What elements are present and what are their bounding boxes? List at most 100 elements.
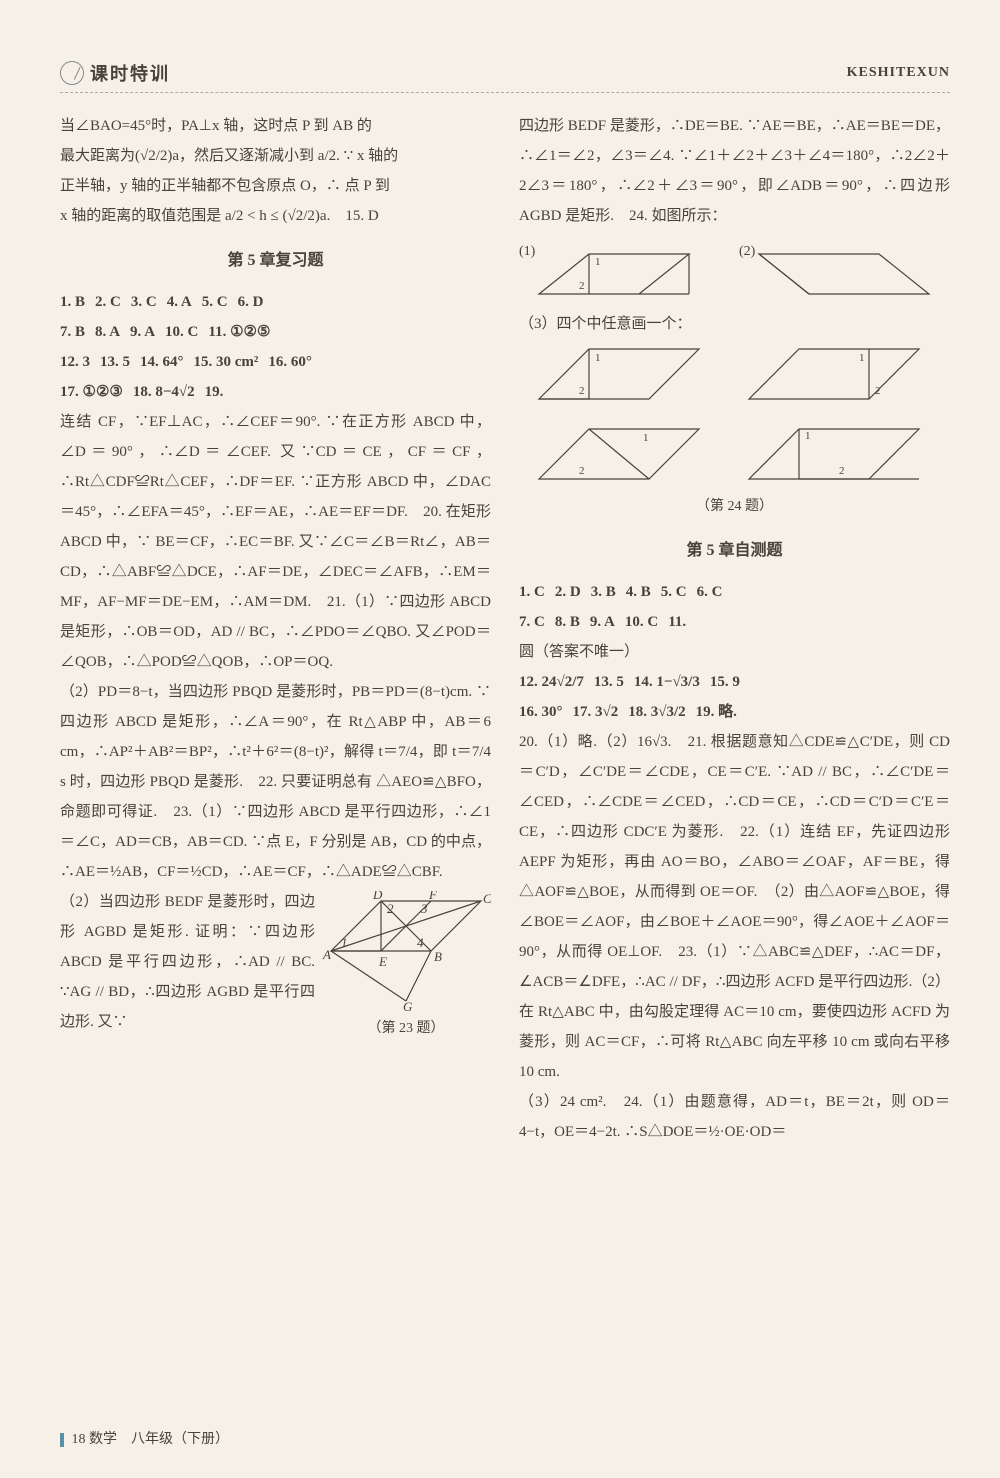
answer: 13. 5 [594, 667, 624, 697]
label: 1 [595, 256, 601, 268]
right-column: 四边形 BEDF 是菱形，∴DE＝BE. ∵AE＝BE，∴AE＝BE＝DE，∴∠… [519, 111, 950, 1147]
answer-row: 1. B 2. C 3. C 4. A 5. C 6. D [60, 287, 491, 317]
section-title: 第 5 章自测题 [519, 535, 950, 567]
answer: 19. 略. [696, 697, 737, 727]
answer: 15. 30 cm² [194, 347, 259, 377]
answer: 16. 30° [519, 697, 563, 727]
answer: 11. ①②⑤ [208, 317, 270, 347]
book-info: 数学 八年级（下册） [89, 1432, 229, 1447]
figure-caption: （第 24 题） [519, 493, 950, 521]
label: 2 [579, 465, 585, 477]
label: G [403, 999, 413, 1011]
proof-block: 20.（1）略.（2）16√3. 21. 根据题意知△CDE≌△C′DE，则 C… [519, 727, 950, 1087]
brand-text: 课时特训 [90, 60, 170, 86]
intro-line: x 轴的距离的取值范围是 a/2 < h ≤ (√2/2)a. 15. D [60, 201, 491, 231]
answer: 6. C [697, 577, 723, 607]
label: （3）四个中任意画一个： [519, 309, 950, 339]
label: A [322, 947, 331, 962]
label: 2 [579, 280, 585, 292]
answer: 2. D [555, 577, 581, 607]
answer-row: 12. 24√2/7 13. 5 14. 1−√3/3 15. 9 [519, 667, 950, 697]
answer: 5. C [202, 287, 228, 317]
label: F [428, 891, 438, 902]
answer: 18. 8−4√2 [133, 377, 195, 407]
answer: 5. C [661, 577, 687, 607]
label: 4 [417, 935, 424, 950]
answer-row: 12. 3 13. 5 14. 64° 15. 30 cm² 16. 60° [60, 347, 491, 377]
label: 1 [595, 352, 601, 364]
answer-tail: 圆（答案不唯一） [519, 644, 639, 660]
proof-block: （3）24 cm². 24.（1）由题意得，AD＝t，BE＝2t，则 OD＝4−… [519, 1087, 950, 1147]
label: (1) [519, 244, 536, 259]
proof-text: 连结 CF，∵EF⊥AC，∴∠CEF＝90°. ∵在正方形 ABCD 中，∠D＝… [60, 414, 491, 670]
label: (2) [739, 244, 756, 259]
brand-pinyin: KESHITEXUN [847, 65, 950, 81]
label: B [434, 949, 442, 964]
intro-line: 正半轴，y 轴的正半轴都不包含原点 O，∴ 点 P 到 [60, 171, 491, 201]
label: 2 [875, 385, 881, 397]
label: 2 [579, 385, 585, 397]
intro-line: 最大距离为(√2/2)a，然后又逐渐减小到 a/2. ∵ x 轴的 [60, 141, 491, 171]
proof-block: 17. ①②③ 18. 8−4√2 19. 连结 CF，∵EF⊥AC，∴∠CEF… [60, 377, 491, 677]
answer: 8. B [555, 607, 580, 637]
label: D [372, 891, 383, 902]
label: 1 [859, 352, 865, 364]
answer-row: 1. C 2. D 3. B 4. B 5. C 6. C [519, 577, 950, 607]
figure-caption: （第 23 题） [321, 1015, 491, 1043]
brand: 课时特训 [60, 60, 170, 86]
page-number: 18 [72, 1432, 86, 1447]
answer: 12. 24√2/7 [519, 667, 584, 697]
answer: 6. D [238, 287, 264, 317]
answer-row: 7. C 8. B 9. A 10. C 11. 圆（答案不唯一） [519, 607, 950, 667]
answer: 2. C [95, 287, 121, 317]
answer-row: 16. 30° 17. 3√2 18. 3√3/2 19. 略. [519, 697, 950, 727]
left-column: 当∠BAO=45°时，PA⊥x 轴，这时点 P 到 AB 的 最大距离为(√2/… [60, 111, 491, 1147]
answer: 14. 1−√3/3 [634, 667, 700, 697]
page-header: 课时特训 KESHITEXUN [60, 60, 950, 93]
answer: 12. 3 [60, 347, 90, 377]
figure23-svg: A B C D E F G 1 2 3 4 [321, 891, 491, 1011]
answer: 1. B [60, 287, 85, 317]
answer: 9. A [130, 317, 155, 347]
proof-block: 四边形 BEDF 是菱形，∴DE＝BE. ∵AE＝BE，∴AE＝BE＝DE，∴∠… [519, 111, 950, 231]
label: E [378, 954, 387, 969]
answer: 15. 9 [710, 667, 740, 697]
label: 2 [839, 465, 845, 477]
answer: 11. [668, 607, 686, 637]
label: 1 [643, 432, 649, 444]
footer-bar-icon [60, 1433, 64, 1447]
intro-line: 当∠BAO=45°时，PA⊥x 轴，这时点 P 到 AB 的 [60, 111, 491, 141]
fig24-row1: (1) 1 2 (2) [519, 239, 939, 309]
answer: 4. A [167, 287, 192, 317]
label: 1 [805, 430, 811, 442]
answer: 10. C [165, 317, 198, 347]
answer-row: 7. B 8. A 9. A 10. C 11. ①②⑤ [60, 317, 491, 347]
answer: 17. 3√2 [573, 697, 619, 727]
answer: 4. B [626, 577, 651, 607]
page: 课时特训 KESHITEXUN 当∠BAO=45°时，PA⊥x 轴，这时点 P … [0, 0, 1000, 1478]
label: 1 [341, 935, 348, 950]
fig24-row2: 1 2 1 2 2 1 [519, 339, 939, 489]
answer: 16. 60° [268, 347, 312, 377]
label: 3 [420, 901, 428, 916]
figure-23: A B C D E F G 1 2 3 4 （第 2 [321, 891, 491, 1043]
answer: 7. C [519, 607, 545, 637]
answer: 19. [205, 377, 224, 407]
figure23-wrap: A B C D E F G 1 2 3 4 （第 2 [60, 887, 491, 1043]
proof-block: （2）PD＝8−t，当四边形 PBQD 是菱形时，PB＝PD＝(8−t)cm. … [60, 677, 491, 887]
label: 2 [387, 901, 394, 916]
answer: 3. B [591, 577, 616, 607]
answer: 18. 3√3/2 [628, 697, 685, 727]
answer: 8. A [95, 317, 120, 347]
content-columns: 当∠BAO=45°时，PA⊥x 轴，这时点 P 到 AB 的 最大距离为(√2/… [60, 111, 950, 1147]
figure-24-top: (1) 1 2 (2) （3）四个中任意画一个： [519, 239, 950, 521]
label: C [483, 891, 491, 906]
answer: 9. A [590, 607, 615, 637]
answer: 1. C [519, 577, 545, 607]
answer: 10. C [625, 607, 658, 637]
answer: 13. 5 [100, 347, 130, 377]
answer: 14. 64° [140, 347, 184, 377]
pen-icon [60, 61, 84, 85]
page-footer: 18 数学 八年级（下册） [60, 1428, 229, 1448]
answer: 7. B [60, 317, 85, 347]
